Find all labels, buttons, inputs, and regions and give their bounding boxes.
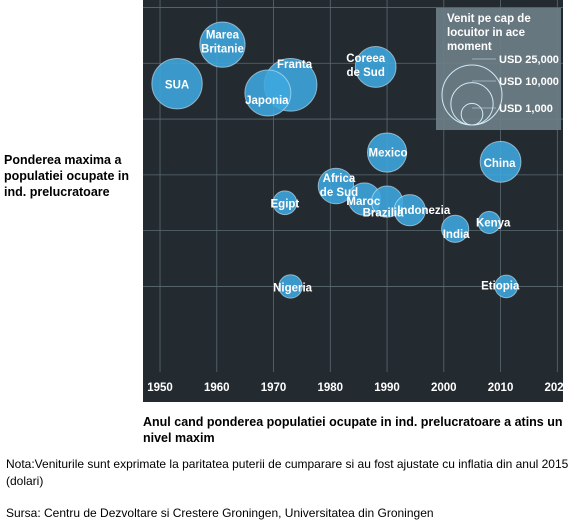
- bubble-point: [272, 190, 298, 216]
- bubble-point: [354, 46, 397, 88]
- legend-title: Venit pe cap de locuitor in ace moment: [447, 13, 534, 53]
- bubble-label: Franta: [277, 59, 313, 71]
- bubble-label: Etiopia: [481, 280, 520, 292]
- bubble-point: [244, 69, 292, 117]
- x-tick-label: 1960: [204, 382, 230, 394]
- x-tick-label: 2000: [431, 382, 457, 394]
- bubbles: Marea Britanie SUA Franta Japonia Coreea de Su…: [151, 21, 522, 299]
- x-axis-ticks: 1950 1960 1970 1980 1990 2000 2010 2020: [147, 382, 570, 394]
- bubble-label: Coreea de Sud: [346, 53, 386, 79]
- bubble-label: Japonia: [245, 95, 289, 107]
- bubble-label: Egipt: [271, 199, 300, 211]
- bubble-point: [441, 214, 470, 243]
- bubble-label: China: [484, 158, 517, 170]
- legend-circle: [460, 102, 484, 126]
- bubble-label: Brazilia: [363, 208, 405, 220]
- bubble-point: [366, 132, 408, 173]
- note-text: Nota:Veniturile sunt exprimate la parita…: [6, 457, 569, 488]
- legend-entry: USD 10,000: [499, 76, 559, 88]
- bubble-point: [393, 194, 426, 227]
- legend: Venit pe cap de locuitor in ace moment U…: [436, 8, 561, 130]
- bubble-label: Nigeria: [273, 282, 313, 294]
- x-tick-label: 2020: [545, 382, 571, 394]
- bubble-label: Marea Britanie: [201, 30, 244, 56]
- x-axis-label: Anul cand ponderea populatiei ocupate in…: [143, 415, 563, 445]
- bubble-label: India: [443, 229, 470, 241]
- bubble-point: [199, 21, 246, 68]
- x-tick-label: 1980: [318, 382, 344, 394]
- y-axis-label: Ponderea maxima a populatiei ocupate in …: [4, 153, 130, 199]
- x-tick-label: 1950: [147, 382, 173, 394]
- legend-entry: USD 25,000: [499, 54, 559, 66]
- bubble-point: [317, 167, 355, 205]
- bubble-label: Mexico: [369, 148, 408, 160]
- bubble-point: [477, 210, 501, 234]
- bubble-label: Maroc: [346, 196, 380, 208]
- bubble-chart: 1950 1960 1970 1980 1990 2000 2010 2020 Marea Br…: [143, 0, 570, 402]
- x-tick-label: 2010: [488, 382, 514, 394]
- bubble-label: Indonezia: [397, 205, 451, 217]
- bubble-point: [278, 274, 303, 299]
- bubble-point: [151, 57, 203, 110]
- x-tick-label: 1990: [374, 382, 400, 394]
- source-text: Sursa: Centru de Dezvoltare si Crestere …: [6, 506, 434, 520]
- legend-size-circles: USD 25,000 USD 10,000 USD 1,000: [441, 54, 559, 126]
- bubble-label: Kenya: [476, 217, 511, 229]
- bubble-label: SUA: [165, 80, 189, 92]
- bubble-label: Africa de Sud: [320, 173, 358, 199]
- bubble-point: [494, 274, 519, 299]
- bubble-point: [479, 140, 522, 183]
- x-tick-label: 1970: [261, 382, 287, 394]
- legend-entry: USD 1,000: [499, 103, 553, 115]
